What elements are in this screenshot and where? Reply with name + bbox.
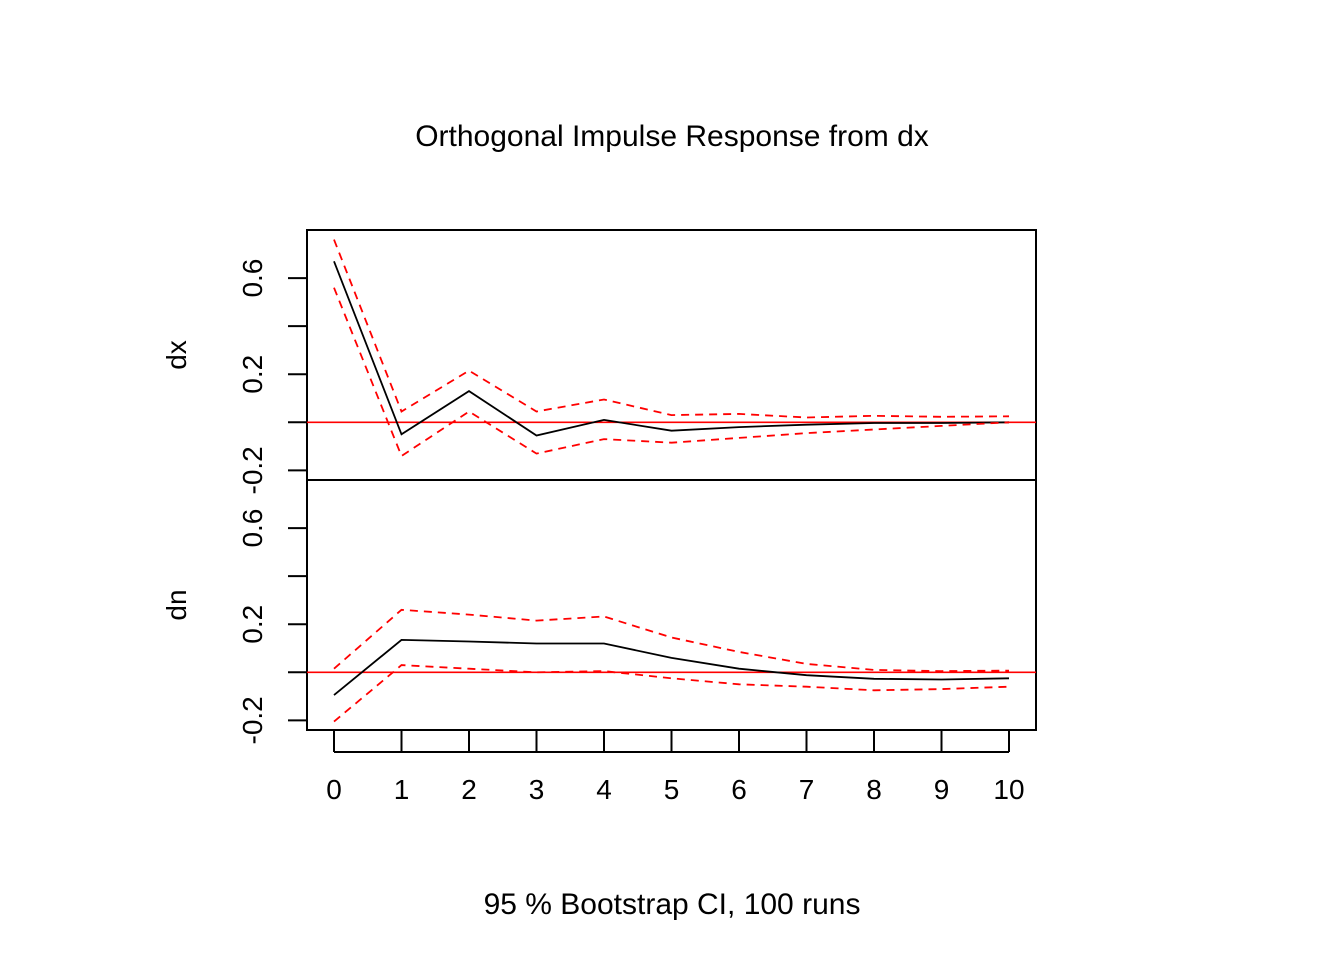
y-tick-label: 0.6: [237, 509, 268, 548]
x-axis: 0 1 2 3 4 5 6 7 8 9 10: [326, 730, 1025, 805]
panel-frame: [306, 479, 1037, 731]
x-tick-label: 7: [799, 774, 815, 805]
y-tick-label: 0.2: [237, 605, 268, 644]
y-tick-label: 0.6: [237, 259, 268, 298]
x-tick-label: 9: [934, 774, 950, 805]
series-ci_lower: [333, 664, 1010, 723]
series-ci_lower: [333, 287, 1010, 458]
x-tick-label: 8: [866, 774, 882, 805]
x-tick-label: 5: [664, 774, 680, 805]
chart-footer: 95 % Bootstrap CI, 100 runs: [484, 888, 861, 921]
x-tick-label: 10: [993, 774, 1024, 805]
x-tick-label: 1: [394, 774, 410, 805]
x-tick-label: 0: [326, 774, 342, 805]
panels-layer: -0.2 0.2 0.6 dx -0.2 0.2 0.6 dn: [161, 229, 1037, 745]
series-response: [333, 638, 1010, 696]
y-tick-label: 0.2: [237, 355, 268, 394]
x-tick-label: 6: [731, 774, 747, 805]
x-tick-label: 4: [596, 774, 612, 805]
series-response: [333, 260, 1010, 437]
series-ci_upper: [333, 608, 1010, 673]
panel-ylabel: dx: [161, 340, 192, 370]
panel-ylabel: dn: [161, 589, 192, 620]
panel-dn: -0.2 0.2 0.6 dn: [161, 479, 1037, 745]
y-tick-label: -0.2: [237, 446, 268, 494]
panel-dx: -0.2 0.2 0.6 dx: [161, 229, 1037, 495]
series-ci_upper: [333, 239, 1010, 419]
chart-title: Orthogonal Impulse Response from dx: [415, 120, 929, 153]
x-tick-label: 3: [529, 774, 545, 805]
y-tick-label: -0.2: [237, 696, 268, 744]
x-tick-label: 2: [461, 774, 477, 805]
